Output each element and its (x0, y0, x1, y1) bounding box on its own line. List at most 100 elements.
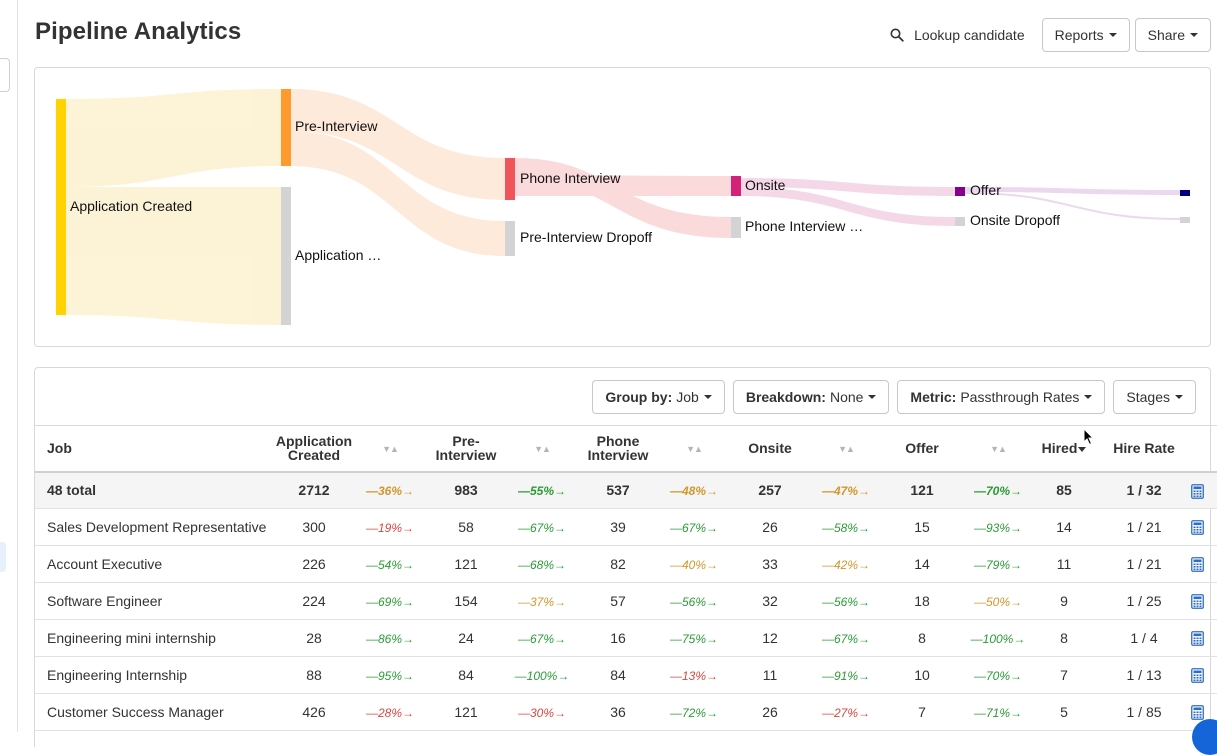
rate-dash: — (970, 632, 983, 646)
arrow-right-icon: → (402, 706, 415, 720)
calculator-icon[interactable] (1191, 594, 1204, 610)
rate-value: —58%→ (822, 521, 870, 535)
metric-dropdown[interactable]: Metric: Passthrough Rates (897, 380, 1106, 414)
pre-interview-cell: 121 (454, 556, 478, 572)
sort-rate-1[interactable]: ▼▲ (357, 426, 423, 472)
pre-interview-cell: 121 (454, 704, 478, 720)
table-row[interactable]: Software Engineer 224 —69%→ 154 —37%→ 57 —56%→… (35, 583, 1217, 620)
rate-dash: — (973, 595, 986, 609)
header-hire-rate[interactable]: Hire Rate (1113, 440, 1175, 457)
calculator-cell (1191, 620, 1217, 657)
rate-dash: — (365, 521, 378, 535)
table-total-row[interactable]: 48 total 2712 —36%→ 983 —55%→ 537 —48%→ 257 —47%… (35, 471, 1217, 509)
job-cell[interactable]: Engineering mini internship (47, 630, 216, 646)
node-pre-interview-dropoff[interactable] (505, 221, 515, 256)
table-row[interactable]: Sales Development Representative 300 —19%→… (35, 509, 1217, 546)
sort-rate-2[interactable]: ▼▲ (509, 426, 575, 472)
job-cell[interactable]: Customer Success Manager (47, 704, 224, 720)
table-row[interactable]: Engineering mini internship 28 —86%→ 24 —67%… (35, 620, 1217, 657)
rate-text: 71% (985, 706, 1011, 720)
hired-cell: 7 (1060, 667, 1068, 683)
node-onsite[interactable] (731, 176, 741, 196)
job-cell[interactable]: Account Executive (47, 556, 163, 572)
caret-down-icon (703, 395, 712, 399)
calculator-icon[interactable] (1191, 557, 1204, 573)
group-by-dropdown[interactable]: Group by: Job (592, 380, 725, 414)
node-phone-interview[interactable] (505, 158, 515, 200)
header-phone-interview[interactable]: Phone Interview (575, 426, 661, 472)
rate-dash: — (365, 632, 378, 646)
rate-text: 75% (681, 632, 707, 646)
sort-rate-3[interactable]: ▼▲ (661, 426, 727, 472)
stages-dropdown[interactable]: Stages (1113, 380, 1196, 414)
reports-button[interactable]: Reports (1041, 18, 1130, 52)
caret-down-icon (1175, 395, 1183, 399)
passthrough-rate-cell: —71%→ (965, 694, 1031, 731)
rate-dash: — (517, 484, 530, 499)
node-pre-interview[interactable] (281, 89, 291, 166)
node-onsite-dropoff[interactable] (955, 217, 965, 226)
sort-rate-5[interactable]: ▼▲ (965, 426, 1031, 472)
header-job[interactable]: Job (47, 440, 72, 457)
calculator-icon[interactable] (1191, 483, 1204, 499)
rate-text: 42% (833, 558, 859, 572)
header-application-created[interactable]: Application Created (271, 426, 357, 472)
calculator-icon[interactable] (1191, 520, 1204, 536)
rate-dash: — (821, 595, 834, 609)
arrow-right-icon: → (1010, 484, 1023, 499)
header-pre-interview[interactable]: Pre-Interview (435, 433, 497, 464)
sidebar-collapse-handle[interactable] (0, 58, 10, 92)
hire-rate-cell: 1 / 85 (1126, 704, 1162, 720)
hired-cell: 8 (1060, 630, 1068, 646)
lookup-candidate-link[interactable]: Lookup candidate (890, 27, 1025, 43)
calculator-icon[interactable] (1191, 668, 1204, 684)
rate-text: 67% (529, 632, 555, 646)
header-onsite[interactable]: Onsite (748, 440, 792, 457)
passthrough-rate-cell: —40%→ (661, 546, 727, 583)
rate-text: 54% (377, 558, 403, 572)
breakdown-dropdown[interactable]: Breakdown: None (732, 380, 890, 414)
table-row[interactable]: Account Executive 226 —54%→ 121 —68%→ 82 —40%→… (35, 546, 1217, 583)
phone-interview-cell: 82 (610, 556, 626, 572)
node-offer[interactable] (955, 187, 965, 196)
offer-cell: 10 (914, 667, 930, 683)
metric-key: Metric: (910, 389, 957, 405)
arrow-right-icon: → (402, 669, 415, 683)
rate-dash: — (669, 558, 682, 572)
rate-value: —42%→ (822, 558, 870, 572)
sort-rate-4[interactable]: ▼▲ (813, 426, 879, 472)
node-application-created[interactable] (56, 99, 66, 315)
rate-value: —70%→ (974, 669, 1022, 683)
metric-value: Passthrough Rates (960, 389, 1080, 405)
calculator-icon[interactable] (1191, 705, 1204, 721)
phone-interview-cell: 16 (610, 630, 626, 646)
hired-cell: 14 (1056, 519, 1072, 535)
job-cell[interactable]: Software Engineer (47, 593, 163, 609)
rate-value: —86%→ (366, 632, 414, 646)
rate-value: —56%→ (822, 595, 870, 609)
chat-widget-button[interactable] (1192, 719, 1217, 755)
rate-value: —13%→ (670, 669, 718, 683)
table-row[interactable]: Engineering Internship 88 —95%→ 84 —100%→ 84—… (35, 657, 1217, 694)
job-cell[interactable]: Sales Development Representative (47, 519, 267, 535)
offer-cell: 14 (914, 556, 930, 572)
hired-cell: 9 (1060, 593, 1068, 609)
rate-value: —47%→ (822, 484, 870, 498)
rate-dash: — (365, 484, 378, 499)
table-row[interactable]: Customer Success Manager 426 —28%→ 121 —30%→… (35, 694, 1217, 731)
node-application-dropoff[interactable] (281, 187, 291, 325)
node-phone-interview-dropoff[interactable] (731, 217, 741, 238)
rate-text: 40% (681, 558, 707, 572)
job-cell[interactable]: Engineering Internship (47, 667, 188, 683)
rate-value: —91%→ (822, 669, 870, 683)
header-hired[interactable]: Hired (1031, 426, 1097, 472)
rate-value: —67%→ (822, 632, 870, 646)
header-offer[interactable]: Offer (905, 440, 939, 457)
calculator-icon[interactable] (1191, 631, 1204, 647)
node-offer-dropoff[interactable] (1180, 217, 1190, 223)
rate-dash: — (517, 706, 530, 720)
rate-text: 48% (681, 484, 707, 499)
share-button[interactable]: Share (1134, 18, 1211, 52)
node-hired[interactable] (1180, 190, 1190, 196)
rate-text: 50% (985, 595, 1011, 609)
